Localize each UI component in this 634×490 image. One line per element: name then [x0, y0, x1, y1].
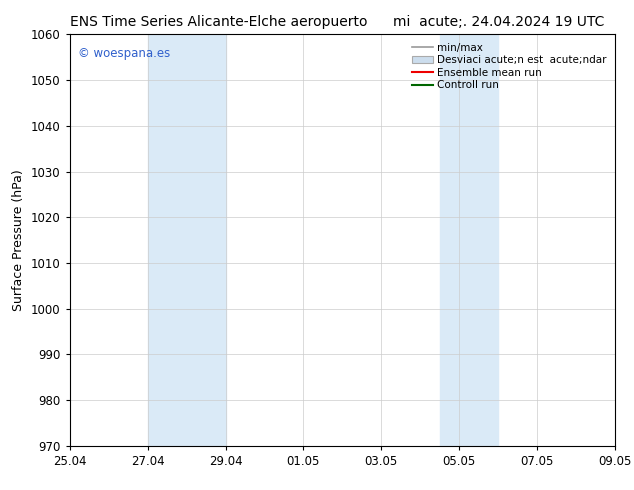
Legend: min/max, Desviaci acute;n est  acute;ndar, Ensemble mean run, Controll run: min/max, Desviaci acute;n est acute;ndar… [409, 40, 610, 94]
Text: mi  acute;. 24.04.2024 19 UTC: mi acute;. 24.04.2024 19 UTC [393, 15, 604, 29]
Text: © woespana.es: © woespana.es [78, 47, 170, 60]
Bar [148, 34, 226, 446]
Y-axis label: Surface Pressure (hPa): Surface Pressure (hPa) [13, 169, 25, 311]
Text: ENS Time Series Alicante-Elche aeropuerto: ENS Time Series Alicante-Elche aeropuert… [70, 15, 367, 29]
Bar [440, 34, 498, 446]
